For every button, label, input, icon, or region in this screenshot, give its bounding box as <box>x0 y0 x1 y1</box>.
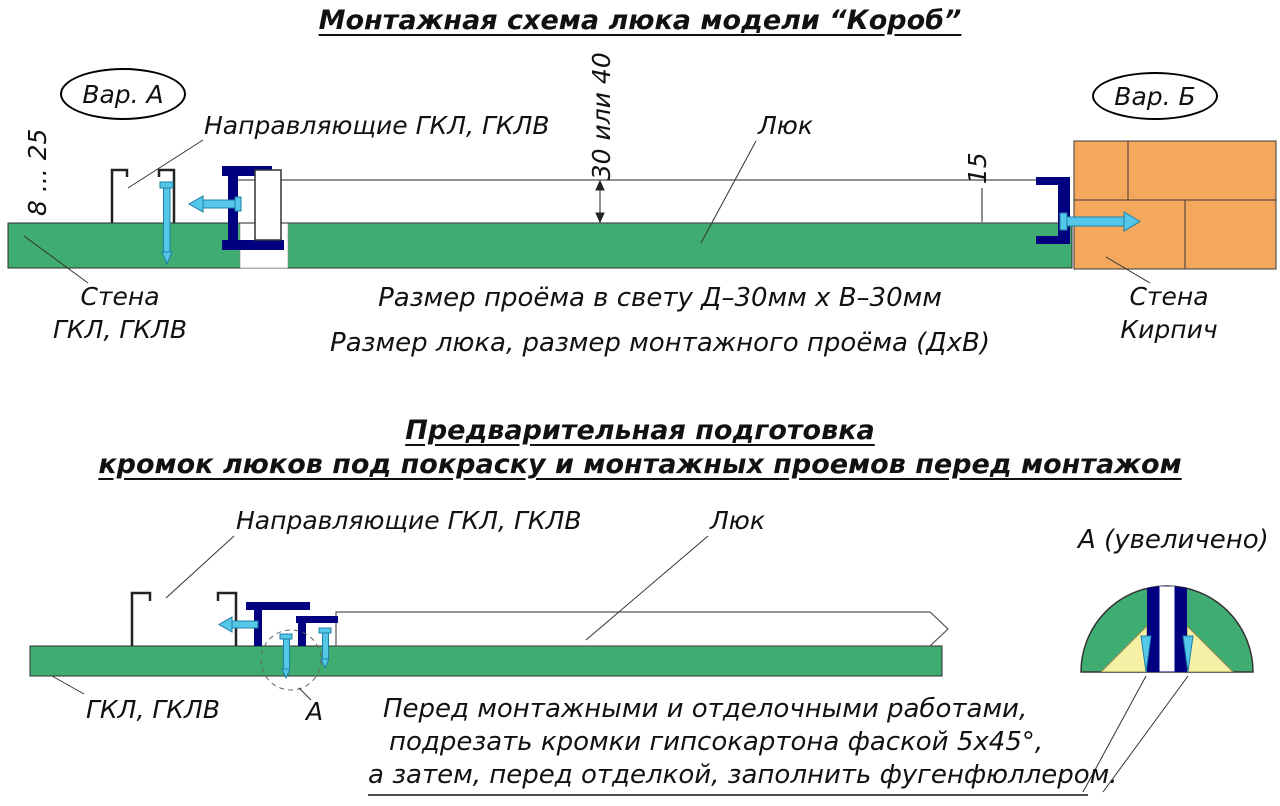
bottom-section-drawing <box>29 535 949 701</box>
leader-lines-bottom <box>51 535 709 695</box>
brick-wall <box>1073 140 1277 270</box>
variant-b-text: Вар. Б <box>1114 81 1196 111</box>
top-section-drawing <box>7 139 1277 284</box>
label-gkl-bottom: ГКЛ, ГКЛВ <box>86 695 220 724</box>
label-guides-bottom: Направляющие ГКЛ, ГКЛВ <box>236 506 582 535</box>
size-hatch: Размер люка, размер монтажного проёма (Д… <box>330 328 990 358</box>
title-prep-line2: кромок люков под покраску и монтажных пр… <box>0 449 1280 480</box>
label-wall-brick: Стена Кирпич <box>1078 281 1260 346</box>
fasteners-top-left <box>159 181 242 266</box>
detail-a-leader-2 <box>1102 675 1189 793</box>
dim-15-label: 15 <box>962 152 992 185</box>
wall-gkl-line2: ГКЛ, ГКЛВ <box>53 314 187 344</box>
gkl-wall-top <box>7 222 1073 269</box>
detail-a-marker-leader <box>298 687 312 701</box>
wall-brick-line2: Кирпич <box>1120 314 1218 344</box>
title-top-text: Монтажная схема люка модели “Короб” <box>318 5 962 36</box>
label-detail-a: А (увеличено) <box>1078 525 1269 555</box>
hatch-lid-top <box>231 179 1069 224</box>
detail-a-leader-1 <box>1082 675 1147 793</box>
size-clear-opening: Размер проёма в свету Д–30мм х В–30мм <box>378 283 942 313</box>
dimension-30-40-line <box>595 179 605 224</box>
dim-30-40-label: 30 или 40 <box>586 52 616 181</box>
label-hatch-bottom: Люк <box>710 506 765 535</box>
title-top: Монтажная схема люка модели “Короб” <box>0 5 1280 36</box>
detail-marker-a: А <box>306 697 324 726</box>
detail-a-enlarged <box>1080 585 1254 793</box>
frame-box-top <box>254 169 282 241</box>
label-guides-top: Направляющие ГКЛ, ГКЛВ <box>204 111 550 140</box>
fastener-top-right <box>1059 211 1141 232</box>
title-prep-line2-text: кромок люков под покраску и монтажных пр… <box>98 449 1182 480</box>
wall-brick-line1: Стена <box>1129 282 1209 311</box>
variant-a-badge: Вар. А <box>60 68 186 120</box>
detail-a-circle <box>260 629 322 691</box>
dim-8-25-label: 8 ... 25 <box>22 128 52 216</box>
fasteners-bottom <box>217 616 332 680</box>
leader-lines-top <box>23 139 1151 284</box>
detail-a-inner <box>1099 586 1235 672</box>
wall-gkl-line1: Стена <box>80 282 160 311</box>
title-prep-line1-text: Предварительная подготовка <box>405 415 875 446</box>
note-line-3: а затем, перед отделкой, заполнить фуген… <box>368 760 1118 790</box>
note-line-1: Перед монтажными и отделочными работами, <box>383 694 1028 724</box>
note-line-2: подрезать кромки гипсокартона фаской 5х4… <box>389 727 1044 757</box>
variant-a-text: Вар. А <box>82 79 164 109</box>
hatch-lid-bottom <box>335 611 949 647</box>
guide-profile-top <box>110 168 176 223</box>
title-prep-line1: Предварительная подготовка <box>0 415 1280 446</box>
variant-b-badge: Вар. Б <box>1092 72 1218 120</box>
gkl-wall-bottom <box>29 645 943 677</box>
guide-profile-bottom <box>130 591 238 646</box>
label-wall-gkl: Стена ГКЛ, ГКЛВ <box>30 281 210 346</box>
label-hatch-top: Люк <box>758 111 813 140</box>
